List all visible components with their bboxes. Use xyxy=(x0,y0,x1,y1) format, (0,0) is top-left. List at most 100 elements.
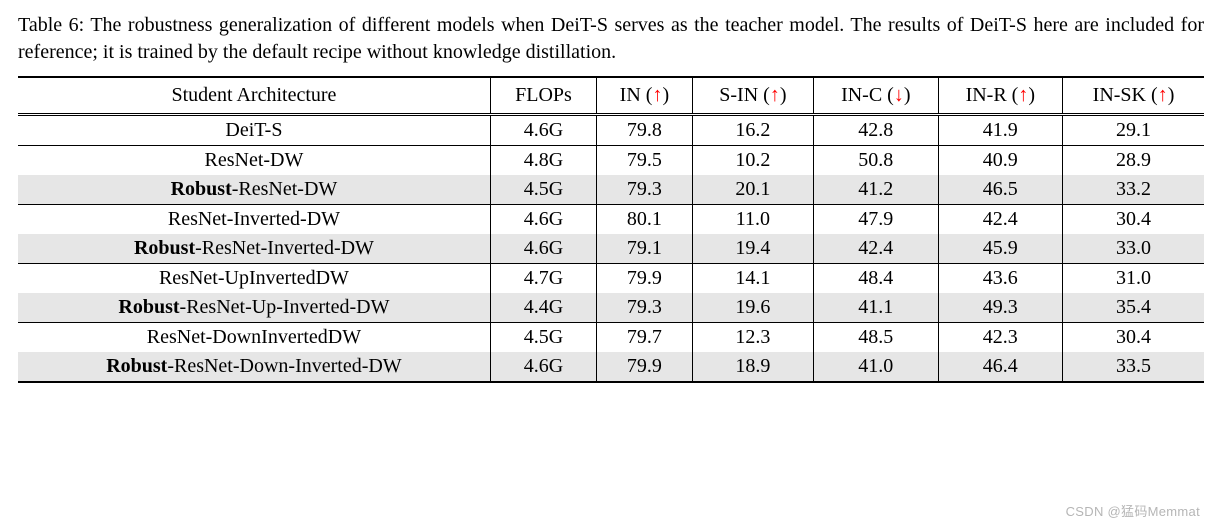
paren-close: ) xyxy=(1028,84,1035,106)
cell-value: 28.9 xyxy=(1063,146,1204,176)
col-header-arch: Student Architecture xyxy=(18,77,490,114)
col-header-sin: S-IN (↑) xyxy=(692,77,813,114)
cell-value: 41.9 xyxy=(938,116,1063,146)
col-label: IN-C xyxy=(841,84,882,106)
cell-value: 42.4 xyxy=(938,205,1063,235)
cell-value: 79.7 xyxy=(597,323,693,353)
cell-value: 30.4 xyxy=(1063,323,1204,353)
arch-rest: -ResNet-DW xyxy=(232,178,338,200)
paren-close: ) xyxy=(904,84,911,106)
arch-rest: -ResNet-Inverted-DW xyxy=(195,237,374,259)
table-row: ResNet-UpInvertedDW 4.7G 79.9 14.1 48.4 … xyxy=(18,264,1204,294)
cell-value: 79.3 xyxy=(597,175,693,205)
cell-value: 80.1 xyxy=(597,205,693,235)
col-header-in: IN (↑) xyxy=(597,77,693,114)
cell-value: 12.3 xyxy=(692,323,813,353)
paren-open: ( xyxy=(763,84,770,106)
cell-value: 79.9 xyxy=(597,264,693,294)
table-row: Robust-ResNet-DW 4.5G 79.3 20.1 41.2 46.… xyxy=(18,175,1204,205)
table-row: Robust-ResNet-Inverted-DW 4.6G 79.1 19.4… xyxy=(18,234,1204,264)
cell-value: 41.1 xyxy=(814,293,939,323)
cell-value: 33.2 xyxy=(1063,175,1204,205)
cell-value: 79.5 xyxy=(597,146,693,176)
cell-value: 4.5G xyxy=(490,175,596,205)
table-header-row: Student Architecture FLOPs IN (↑) S-IN (… xyxy=(18,77,1204,114)
cell-value: 30.4 xyxy=(1063,205,1204,235)
cell-value: 4.6G xyxy=(490,234,596,264)
cell-value: 42.8 xyxy=(814,116,939,146)
col-header-insk: IN-SK (↑) xyxy=(1063,77,1204,114)
cell-value: 79.3 xyxy=(597,293,693,323)
cell-arch: ResNet-UpInvertedDW xyxy=(18,264,490,294)
cell-arch: Robust-ResNet-Up-Inverted-DW xyxy=(18,293,490,323)
cell-arch: Robust-ResNet-Down-Inverted-DW xyxy=(18,352,490,382)
cell-value: 4.5G xyxy=(490,323,596,353)
paren-close: ) xyxy=(780,84,787,106)
cell-value: 45.9 xyxy=(938,234,1063,264)
cell-arch: ResNet-DownInvertedDW xyxy=(18,323,490,353)
col-header-inc: IN-C (↓) xyxy=(814,77,939,114)
cell-value: 11.0 xyxy=(692,205,813,235)
table-row: DeiT-S 4.6G 79.8 16.2 42.8 41.9 29.1 xyxy=(18,116,1204,146)
bold-prefix: Robust xyxy=(171,178,232,200)
paren-open: ( xyxy=(1151,84,1158,106)
cell-value: 4.8G xyxy=(490,146,596,176)
cell-value: 79.9 xyxy=(597,352,693,382)
col-label: IN xyxy=(620,84,641,106)
paren-close: ) xyxy=(1168,84,1175,106)
cell-value: 47.9 xyxy=(814,205,939,235)
cell-value: 4.6G xyxy=(490,205,596,235)
arch-rest: -ResNet-Up-Inverted-DW xyxy=(180,296,390,318)
down-arrow-icon: ↓ xyxy=(894,84,904,106)
cell-value: 14.1 xyxy=(692,264,813,294)
col-header-inr: IN-R (↑) xyxy=(938,77,1063,114)
cell-value: 4.6G xyxy=(490,116,596,146)
paren-close: ) xyxy=(662,84,669,106)
cell-value: 31.0 xyxy=(1063,264,1204,294)
table-row: ResNet-DW 4.8G 79.5 10.2 50.8 40.9 28.9 xyxy=(18,146,1204,176)
cell-value: 33.0 xyxy=(1063,234,1204,264)
cell-arch: ResNet-Inverted-DW xyxy=(18,205,490,235)
up-arrow-icon: ↑ xyxy=(652,84,662,106)
cell-value: 46.5 xyxy=(938,175,1063,205)
cell-value: 29.1 xyxy=(1063,116,1204,146)
cell-value: 33.5 xyxy=(1063,352,1204,382)
cell-value: 49.3 xyxy=(938,293,1063,323)
up-arrow-icon: ↑ xyxy=(1158,84,1168,106)
cell-value: 46.4 xyxy=(938,352,1063,382)
watermark: CSDN @猛码Memmat xyxy=(1066,501,1200,520)
cell-value: 19.4 xyxy=(692,234,813,264)
results-table: Student Architecture FLOPs IN (↑) S-IN (… xyxy=(18,76,1204,383)
cell-value: 42.3 xyxy=(938,323,1063,353)
cell-value: 10.2 xyxy=(692,146,813,176)
table-row: Robust-ResNet-Up-Inverted-DW 4.4G 79.3 1… xyxy=(18,293,1204,323)
cell-arch: ResNet-DW xyxy=(18,146,490,176)
cell-value: 4.4G xyxy=(490,293,596,323)
table-row: ResNet-Inverted-DW 4.6G 80.1 11.0 47.9 4… xyxy=(18,205,1204,235)
cell-value: 48.4 xyxy=(814,264,939,294)
col-label: IN-SK xyxy=(1093,84,1146,106)
cell-value: 79.1 xyxy=(597,234,693,264)
col-label: IN-R xyxy=(966,84,1007,106)
bold-prefix: Robust xyxy=(134,237,195,259)
cell-value: 4.7G xyxy=(490,264,596,294)
cell-value: 19.6 xyxy=(692,293,813,323)
cell-value: 35.4 xyxy=(1063,293,1204,323)
cell-value: 41.2 xyxy=(814,175,939,205)
cell-arch: Robust-ResNet-Inverted-DW xyxy=(18,234,490,264)
bold-prefix: Robust xyxy=(118,296,179,318)
up-arrow-icon: ↑ xyxy=(1018,84,1028,106)
cell-value: 40.9 xyxy=(938,146,1063,176)
cell-value: 18.9 xyxy=(692,352,813,382)
cell-value: 41.0 xyxy=(814,352,939,382)
col-label: S-IN xyxy=(719,84,758,106)
table-row: ResNet-DownInvertedDW 4.5G 79.7 12.3 48.… xyxy=(18,323,1204,353)
col-header-flops: FLOPs xyxy=(490,77,596,114)
up-arrow-icon: ↑ xyxy=(770,84,780,106)
cell-arch: Robust-ResNet-DW xyxy=(18,175,490,205)
paren-open: ( xyxy=(887,84,894,106)
cell-value: 4.6G xyxy=(490,352,596,382)
cell-value: 48.5 xyxy=(814,323,939,353)
cell-value: 50.8 xyxy=(814,146,939,176)
table-caption: Table 6: The robustness generalization o… xyxy=(18,12,1204,66)
